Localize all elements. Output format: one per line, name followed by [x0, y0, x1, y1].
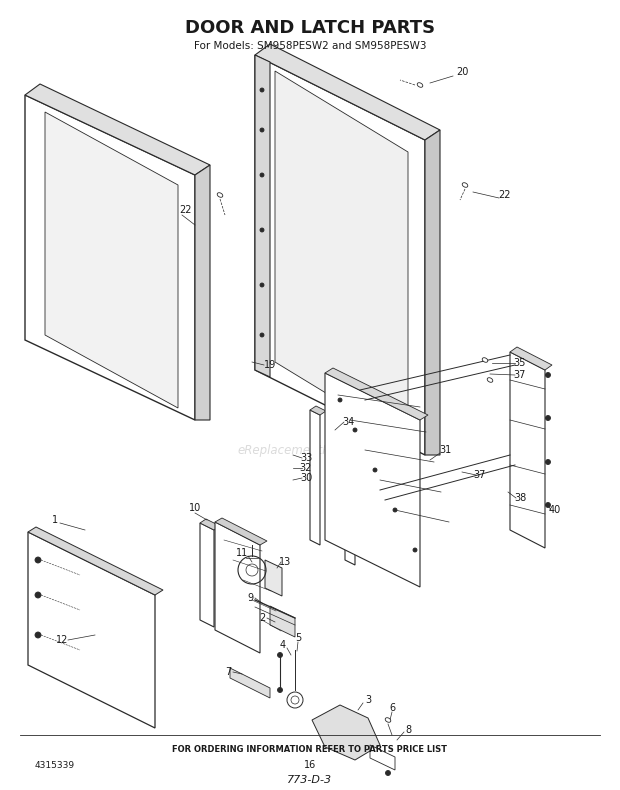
Circle shape [35, 557, 41, 563]
Ellipse shape [482, 358, 488, 363]
Circle shape [338, 398, 342, 402]
Polygon shape [325, 368, 428, 420]
Polygon shape [310, 410, 320, 545]
Circle shape [260, 128, 264, 132]
Circle shape [260, 228, 264, 232]
Text: 7: 7 [225, 667, 231, 677]
Circle shape [260, 88, 264, 92]
Polygon shape [25, 95, 195, 420]
Text: 20: 20 [456, 67, 468, 77]
Circle shape [546, 460, 551, 465]
Text: eReplacementParts.com: eReplacementParts.com [238, 443, 382, 457]
Text: FOR ORDERING INFORMATION REFER TO PARTS PRICE LIST: FOR ORDERING INFORMATION REFER TO PARTS … [172, 746, 448, 754]
Polygon shape [28, 532, 155, 728]
Text: 37: 37 [474, 470, 486, 480]
Circle shape [35, 592, 41, 598]
Polygon shape [425, 130, 440, 455]
Polygon shape [310, 406, 326, 415]
Ellipse shape [417, 83, 423, 87]
Text: 16: 16 [304, 760, 316, 770]
Polygon shape [230, 668, 270, 698]
Polygon shape [200, 519, 220, 530]
Circle shape [260, 283, 264, 287]
Polygon shape [255, 44, 440, 140]
Text: 1: 1 [52, 515, 58, 525]
Polygon shape [28, 527, 163, 595]
Text: 40: 40 [549, 505, 561, 515]
Circle shape [278, 687, 283, 693]
Text: 4315339: 4315339 [35, 761, 75, 769]
Circle shape [35, 632, 41, 638]
Polygon shape [270, 606, 295, 637]
Ellipse shape [217, 193, 223, 198]
Text: 4: 4 [280, 640, 286, 650]
Text: 9: 9 [247, 593, 253, 603]
Polygon shape [200, 523, 214, 627]
Circle shape [546, 502, 551, 507]
Text: 2: 2 [259, 613, 265, 623]
Polygon shape [325, 373, 420, 587]
Text: 6: 6 [389, 703, 395, 713]
Circle shape [260, 333, 264, 337]
Text: 22: 22 [179, 205, 191, 215]
Polygon shape [215, 522, 260, 653]
Circle shape [260, 173, 264, 177]
Polygon shape [345, 425, 355, 565]
Text: 31: 31 [439, 445, 451, 455]
Text: 13: 13 [279, 557, 291, 567]
Text: For Models: SM958PESW2 and SM958PESW3: For Models: SM958PESW2 and SM958PESW3 [193, 41, 426, 51]
Circle shape [393, 508, 397, 512]
Polygon shape [265, 560, 282, 596]
Circle shape [546, 416, 551, 420]
Circle shape [386, 770, 391, 776]
Polygon shape [255, 55, 425, 455]
Text: 30: 30 [300, 473, 312, 483]
Text: DOOR AND LATCH PARTS: DOOR AND LATCH PARTS [185, 19, 435, 37]
Polygon shape [510, 347, 552, 370]
Circle shape [413, 548, 417, 552]
Circle shape [353, 428, 357, 432]
Ellipse shape [385, 717, 391, 722]
Text: 10: 10 [189, 503, 201, 513]
Polygon shape [45, 112, 178, 408]
Text: 35: 35 [514, 358, 526, 368]
Text: 11: 11 [236, 548, 248, 558]
Text: 22: 22 [498, 190, 511, 200]
Circle shape [546, 373, 551, 378]
Polygon shape [312, 705, 380, 760]
Polygon shape [275, 71, 408, 443]
Circle shape [373, 468, 377, 472]
Text: 5: 5 [295, 633, 301, 643]
Text: 773-D-3: 773-D-3 [288, 775, 332, 785]
Text: 34: 34 [342, 417, 354, 427]
Text: 37: 37 [514, 370, 526, 380]
Polygon shape [510, 352, 545, 548]
Text: 12: 12 [56, 635, 68, 645]
Text: 8: 8 [405, 725, 411, 735]
Text: 3: 3 [365, 695, 371, 705]
Text: 32: 32 [300, 463, 312, 473]
Polygon shape [255, 55, 270, 377]
Polygon shape [25, 84, 210, 175]
Text: 38: 38 [514, 493, 526, 503]
Text: 33: 33 [300, 453, 312, 463]
Polygon shape [215, 518, 267, 545]
Text: 19: 19 [264, 360, 276, 370]
Ellipse shape [487, 378, 493, 382]
Ellipse shape [463, 182, 467, 187]
Circle shape [278, 653, 283, 657]
Polygon shape [345, 421, 361, 430]
Polygon shape [370, 745, 395, 770]
Polygon shape [195, 165, 210, 420]
